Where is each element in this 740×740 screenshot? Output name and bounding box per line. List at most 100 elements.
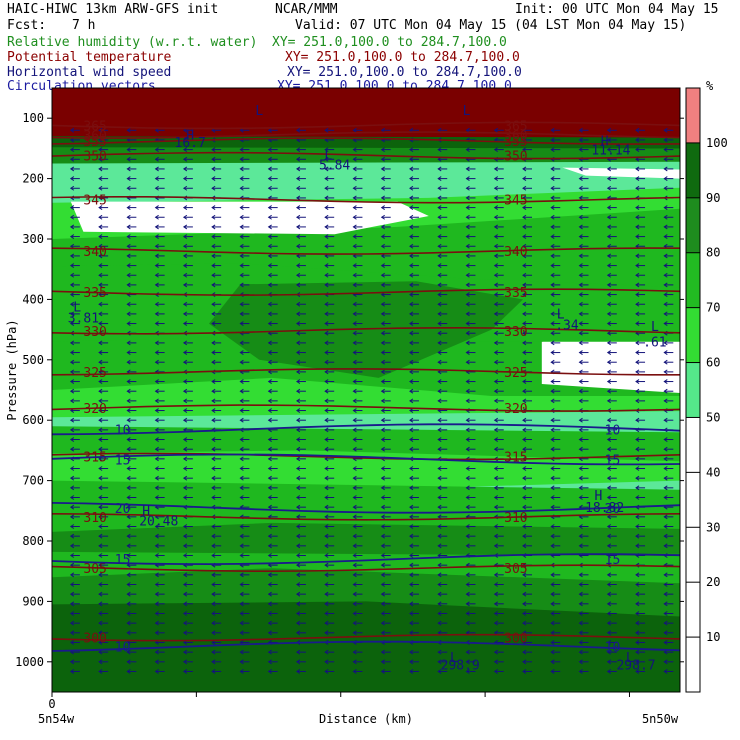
circulation-vector-head <box>154 466 159 471</box>
circulation-vector-head <box>154 582 159 587</box>
circulation-vector-head <box>211 388 216 394</box>
circulation-vector-head <box>98 369 103 375</box>
circulation-vector-head <box>663 533 668 539</box>
circulation-vector-head <box>635 533 640 539</box>
circulation-vector-head <box>98 437 103 442</box>
circulation-vector-head <box>522 166 527 172</box>
circulation-vector-head <box>239 350 244 355</box>
circulation-vector-head <box>182 408 188 413</box>
circulation-vector-head <box>352 466 357 471</box>
circulation-vector-head <box>126 543 131 549</box>
circulation-vector-head <box>409 591 414 597</box>
circulation-vector-head <box>493 543 499 549</box>
circulation-vector-head <box>550 292 555 297</box>
circulation-vector-head <box>296 272 301 278</box>
circulation-vector-head <box>663 649 668 655</box>
circulation-vector-head <box>606 350 612 355</box>
circulation-vector-head <box>606 379 612 384</box>
circulation-vector-head <box>154 533 159 539</box>
circulation-vector-head <box>182 176 188 182</box>
circulation-vector-head <box>522 205 527 211</box>
circulation-vector-head <box>69 572 75 578</box>
circulation-vector-head <box>550 205 555 211</box>
circulation-vector-head <box>211 176 216 182</box>
circulation-vector-head <box>578 417 583 423</box>
circulation-vector-head <box>98 166 103 172</box>
circulation-vector-head <box>380 611 385 616</box>
circulation-vector-head <box>98 543 103 549</box>
circulation-vector-head <box>154 427 159 433</box>
circulation-vector-head <box>267 601 272 607</box>
circulation-vector-head <box>352 659 357 665</box>
circulation-vector-head <box>324 388 329 394</box>
circulation-vector-head <box>550 224 555 230</box>
circulation-vector-head <box>69 446 75 452</box>
circulation-vector-head <box>211 669 216 674</box>
circulation-vector-head <box>578 475 583 481</box>
circulation-vector-head <box>126 214 131 220</box>
circulation-vector-head <box>296 611 301 616</box>
circulation-vector-head <box>239 475 244 481</box>
circulation-vector-head <box>352 485 357 491</box>
extremum-label: L <box>651 320 659 335</box>
circulation-vector-head <box>69 514 75 520</box>
circulation-vector-head <box>211 466 216 471</box>
circulation-vector-head <box>380 301 385 307</box>
circulation-vector-head <box>352 234 357 240</box>
y-tick-label: 500 <box>22 353 44 367</box>
circulation-vector-head <box>493 166 499 172</box>
circulation-vector-head <box>663 543 668 549</box>
circulation-vector-head <box>324 620 329 626</box>
circulation-vector-head <box>409 524 414 529</box>
circulation-vector-head <box>437 282 442 288</box>
circulation-vector-head <box>606 369 612 375</box>
circulation-vector-head <box>296 427 301 433</box>
circulation-vector-head <box>550 243 555 249</box>
circulation-vector-head <box>663 514 668 520</box>
circulation-vector-head <box>324 301 329 307</box>
circulation-vector-head <box>409 553 414 558</box>
circulation-vector-head <box>550 524 555 529</box>
circulation-vector-head <box>663 147 668 153</box>
circulation-vector-head <box>352 533 357 539</box>
circulation-vector-head <box>635 253 640 259</box>
circulation-vector-head <box>635 292 640 297</box>
circulation-vector-head <box>493 176 499 182</box>
circulation-vector-head <box>380 553 385 558</box>
circulation-vector-head <box>352 553 357 558</box>
circulation-vector-head <box>606 166 612 172</box>
circulation-vector-head <box>380 427 385 433</box>
circulation-vector-head <box>296 582 301 587</box>
circulation-vector-head <box>239 591 244 597</box>
circulation-vector-head <box>69 292 75 297</box>
colorbar-unit: % <box>706 79 714 93</box>
circulation-vector-head <box>296 321 301 326</box>
circulation-vector-head <box>606 272 612 278</box>
colorbar-segment <box>686 362 700 418</box>
circulation-vector-head <box>324 166 329 172</box>
circulation-vector-head <box>98 253 103 259</box>
circulation-vector-head <box>267 446 272 452</box>
circulation-vector-head <box>69 669 75 674</box>
circulation-vector-head <box>69 214 75 220</box>
rh-region <box>70 201 429 235</box>
circulation-vector-head <box>493 214 499 220</box>
circulation-vector-head <box>380 620 385 626</box>
circulation-vector-head <box>550 272 555 278</box>
circulation-vector-head <box>606 137 612 143</box>
circulation-vector-head <box>182 669 188 674</box>
circulation-vector-head <box>437 359 442 365</box>
circulation-vector-head <box>578 572 583 578</box>
circulation-vector-head <box>409 630 414 636</box>
circulation-vector-head <box>578 185 583 191</box>
circulation-vector-head <box>578 640 583 645</box>
circulation-vector-head <box>69 234 75 240</box>
circulation-vector-head <box>550 427 555 433</box>
circulation-vector-head <box>154 417 159 423</box>
colorbar-segment <box>686 88 700 143</box>
circulation-vector-head <box>437 582 442 587</box>
circulation-vector-head <box>493 446 499 452</box>
circulation-vector-head <box>437 205 442 211</box>
theta-contour-label: 345 <box>504 194 527 209</box>
circulation-vector-head <box>126 127 131 133</box>
